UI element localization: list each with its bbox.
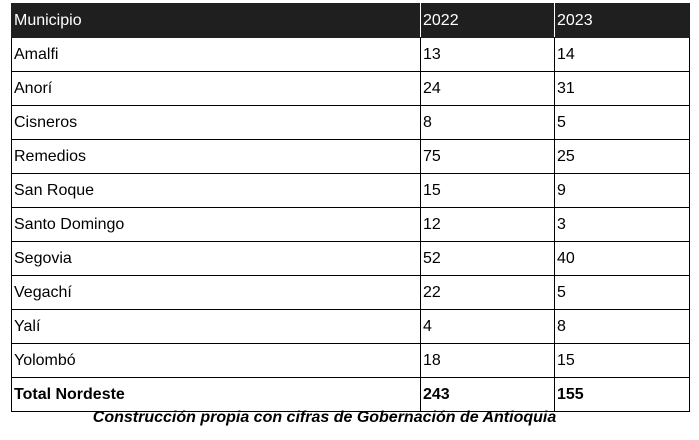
cell-2022: 12	[420, 207, 555, 242]
cell-2022: 15	[420, 173, 555, 208]
table-row: Amalfi 13 14	[11, 37, 690, 72]
table-row: Remedios 75 25	[11, 139, 690, 174]
cell-2023: 5	[554, 275, 690, 310]
data-table: Municipio 2022 2023 Amalfi 13 14 Anorí 2…	[11, 3, 690, 412]
cell-municipio: Segovia	[11, 241, 421, 276]
cell-2022: 24	[420, 71, 555, 106]
table-row: Yolombó 18 15	[11, 343, 690, 378]
cell-municipio: Remedios	[11, 139, 421, 174]
total-2023: 155	[554, 377, 690, 412]
cell-municipio: Yolombó	[11, 343, 421, 378]
cell-2023: 15	[554, 343, 690, 378]
table-row: Segovia 52 40	[11, 241, 690, 276]
cell-municipio: San Roque	[11, 173, 421, 208]
cell-2022: 52	[420, 241, 555, 276]
cell-2022: 18	[420, 343, 555, 378]
cell-municipio: Amalfi	[11, 37, 421, 72]
header-row: Municipio 2022 2023	[11, 3, 690, 38]
cell-2022: 22	[420, 275, 555, 310]
cell-2023: 31	[554, 71, 690, 106]
cell-2023: 40	[554, 241, 690, 276]
table-row: Anorí 24 31	[11, 71, 690, 106]
cell-2023: 3	[554, 207, 690, 242]
cell-municipio: Santo Domingo	[11, 207, 421, 242]
table-row: Yalí 4 8	[11, 309, 690, 344]
cell-2023: 5	[554, 105, 690, 140]
table-row: San Roque 15 9	[11, 173, 690, 208]
data-table-container: Municipio 2022 2023 Amalfi 13 14 Anorí 2…	[11, 3, 690, 412]
header-2023: 2023	[554, 3, 690, 38]
cell-2022: 13	[420, 37, 555, 72]
header-2022: 2022	[420, 3, 555, 38]
table-row: Vegachí 22 5	[11, 275, 690, 310]
table-row: Santo Domingo 12 3	[11, 207, 690, 242]
cell-2023: 14	[554, 37, 690, 72]
header-municipio: Municipio	[11, 3, 421, 38]
source-caption: Construcción propia con cifras de Gobern…	[92, 409, 557, 426]
total-2022: 243	[420, 377, 555, 412]
total-label: Total Nordeste	[11, 377, 421, 412]
cell-2023: 25	[554, 139, 690, 174]
table-row: Cisneros 8 5	[11, 105, 690, 140]
total-row: Total Nordeste 243 155	[11, 377, 690, 412]
cell-2023: 8	[554, 309, 690, 344]
cell-municipio: Cisneros	[11, 105, 421, 140]
cell-municipio: Yalí	[11, 309, 421, 344]
cell-2022: 75	[420, 139, 555, 174]
cell-2022: 4	[420, 309, 555, 344]
cell-2022: 8	[420, 105, 555, 140]
cell-municipio: Vegachí	[11, 275, 421, 310]
cell-2023: 9	[554, 173, 690, 208]
cell-municipio: Anorí	[11, 71, 421, 106]
